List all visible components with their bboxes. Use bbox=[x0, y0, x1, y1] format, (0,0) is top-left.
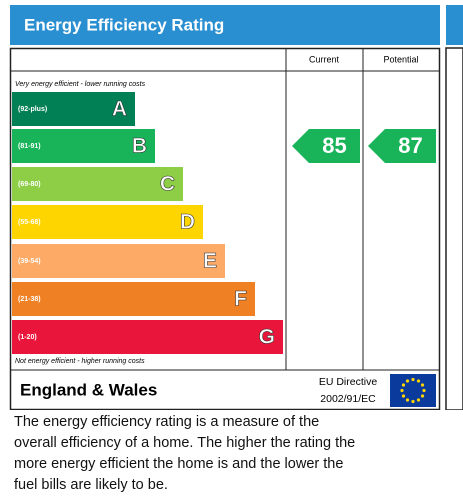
header-bar bbox=[10, 5, 440, 45]
eu-star bbox=[411, 377, 415, 382]
band-letter: G bbox=[259, 326, 275, 349]
eu-star bbox=[420, 394, 425, 398]
band-range: (1-20) bbox=[18, 334, 37, 341]
band-range: (69-80) bbox=[18, 181, 41, 188]
band-bar bbox=[12, 205, 203, 239]
directive: 2002/91/EC bbox=[320, 393, 376, 405]
description: The energy efficiency rating is a measur… bbox=[14, 412, 434, 496]
band-letter: F bbox=[234, 288, 247, 311]
rating-arrow bbox=[292, 129, 360, 163]
band-letter: A bbox=[112, 98, 127, 121]
region: England & Wales bbox=[20, 380, 157, 399]
column-header: Potential bbox=[383, 54, 418, 64]
next-panel-header bbox=[446, 5, 463, 45]
bottom-note: Not energy efficient - higher running co… bbox=[15, 358, 145, 365]
band-bar bbox=[12, 167, 183, 201]
band-letter: C bbox=[160, 173, 175, 196]
band-letter: E bbox=[203, 250, 217, 273]
eu-star bbox=[401, 383, 406, 387]
band-letter: B bbox=[132, 135, 147, 158]
description-line: more energy efficient the home is and th… bbox=[14, 456, 344, 472]
eu-star bbox=[411, 399, 415, 404]
eu-star bbox=[420, 383, 425, 387]
band-bar bbox=[12, 244, 225, 278]
top-note: Very energy efficient - lower running co… bbox=[15, 81, 146, 88]
rating-value: 85 bbox=[322, 133, 346, 158]
frame bbox=[9, 47, 441, 410]
eu-star bbox=[400, 388, 404, 393]
eu-star bbox=[422, 388, 426, 393]
band-letter: D bbox=[180, 211, 195, 234]
energy-chart: Energy Efficiency Rating Current Potenti… bbox=[9, 5, 463, 410]
band-range: (21-38) bbox=[18, 296, 41, 303]
description-line: overall efficiency of a home. The higher… bbox=[14, 435, 356, 451]
eu-star bbox=[416, 379, 421, 383]
band-range: (92-plus) bbox=[18, 106, 47, 113]
band-range: (39-54) bbox=[18, 258, 41, 265]
eu-star bbox=[401, 394, 406, 398]
next-panel bbox=[445, 47, 463, 410]
band-bar bbox=[12, 320, 283, 354]
rating-value: 87 bbox=[398, 133, 422, 158]
column-header: Current bbox=[309, 54, 340, 64]
band-range: (55-68) bbox=[18, 219, 41, 226]
description-line: The energy efficiency rating is a measur… bbox=[14, 414, 320, 430]
description-line: fuel bills are likely to be. bbox=[14, 477, 168, 493]
eu-star bbox=[405, 379, 410, 383]
directive: EU Directive bbox=[319, 376, 378, 388]
band-bar bbox=[12, 129, 155, 163]
eu-star bbox=[416, 398, 421, 402]
band-range: (81-91) bbox=[18, 143, 41, 150]
band-bar bbox=[12, 282, 255, 316]
eu-star bbox=[405, 398, 410, 402]
title: Energy Efficiency Rating bbox=[24, 15, 224, 34]
rating-arrow bbox=[368, 129, 436, 163]
band-bar bbox=[12, 92, 135, 126]
